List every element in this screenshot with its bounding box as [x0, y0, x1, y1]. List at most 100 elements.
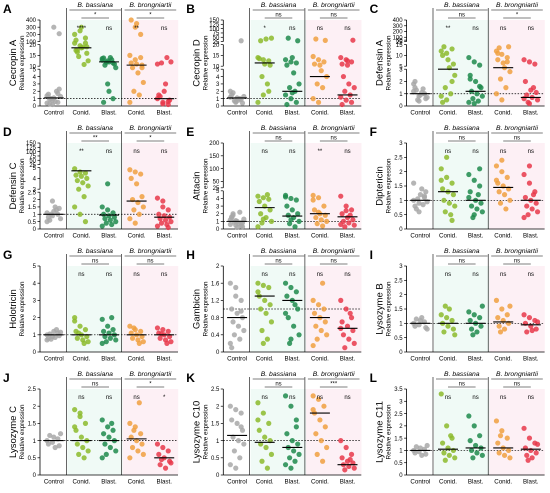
species-label: B. bassiana: [444, 248, 480, 255]
data-point: [493, 163, 500, 169]
data-point: [162, 465, 169, 471]
data-point: [293, 60, 299, 66]
group-significance: **: [318, 149, 323, 155]
group-significance: ns: [289, 395, 295, 401]
data-point: [474, 329, 480, 335]
data-point: [52, 334, 58, 340]
y-tick-label: 50: [396, 38, 403, 44]
data-point: [533, 326, 539, 332]
data-point: [288, 217, 294, 223]
data-point: [534, 441, 541, 447]
data-point: [107, 335, 113, 341]
data-point: [311, 310, 318, 316]
data-point: [533, 450, 539, 456]
group-significance: ns: [106, 272, 112, 278]
x-tick-label: Conid.: [439, 356, 457, 363]
data-point: [237, 336, 243, 342]
y-tick-label: 3: [216, 82, 220, 88]
data-point: [113, 337, 119, 343]
data-point: [238, 297, 244, 303]
y-tick-label: 0: [33, 104, 37, 110]
data-point: [444, 50, 450, 56]
data-point: [78, 434, 84, 440]
data-point: [267, 62, 273, 68]
y-tick-label: 0: [33, 473, 37, 479]
panel-letter: B: [186, 2, 195, 16]
data-point: [260, 57, 266, 63]
data-point: [522, 78, 529, 85]
data-point: [507, 69, 513, 75]
data-point: [416, 98, 422, 104]
data-point: [296, 81, 302, 87]
data-point: [264, 465, 270, 471]
data-point: [438, 177, 444, 183]
data-point: [158, 60, 165, 66]
x-tick-label: Blast.: [340, 110, 356, 117]
data-point: [288, 465, 294, 471]
data-point: [161, 88, 167, 94]
bassiana-background: [434, 266, 490, 352]
group-significance: ns: [317, 272, 323, 278]
data-point: [289, 54, 295, 61]
y-tick-label: 3: [399, 141, 403, 147]
species-label: B. bassiana: [261, 248, 297, 255]
y-tick-label: 25: [396, 40, 403, 46]
y-tick-label: 3: [399, 264, 403, 270]
data-point: [45, 441, 52, 447]
y-tick-label: 0: [216, 350, 220, 356]
data-point: [127, 455, 133, 461]
data-point: [479, 93, 485, 99]
data-point: [521, 425, 527, 431]
data-point: [413, 316, 419, 322]
data-point: [129, 335, 136, 341]
data-point: [230, 319, 236, 325]
data-point: [268, 35, 275, 41]
y-tick-label: 0: [399, 104, 403, 110]
pair-significance: **: [93, 136, 98, 142]
data-point: [534, 97, 541, 103]
data-point: [241, 441, 247, 447]
data-point: [131, 325, 137, 331]
data-point: [291, 70, 297, 76]
data-point: [160, 444, 166, 451]
data-point: [84, 44, 90, 50]
data-point: [154, 441, 161, 447]
data-point: [99, 316, 105, 322]
pair-significance: ns: [459, 13, 465, 19]
species-label: B. brongniartii: [129, 248, 171, 255]
data-point: [533, 89, 539, 96]
data-point: [262, 297, 268, 303]
y-tick-label: 0.5: [211, 456, 220, 462]
y-tick-label: 5: [399, 64, 403, 70]
y-tick-label: 4: [216, 75, 220, 81]
data-point: [452, 455, 458, 461]
data-point: [102, 216, 108, 222]
data-point: [233, 99, 239, 105]
data-point: [521, 96, 527, 102]
y-tick-label: 3: [216, 204, 220, 210]
group-significance: ns: [317, 26, 323, 32]
data-point: [128, 17, 134, 23]
y-axis-title: Relative expression: [202, 35, 209, 90]
y-tick-label: 0.4: [211, 333, 220, 339]
data-point: [239, 100, 246, 106]
y-tick-label: 25: [29, 163, 36, 169]
data-point: [504, 435, 510, 441]
data-point: [496, 450, 502, 456]
y-tick-label: 25: [213, 186, 220, 192]
data-point: [339, 455, 345, 461]
group-significance: ns: [78, 395, 84, 401]
data-point: [534, 319, 541, 325]
y-tick-label: 1.5: [28, 422, 37, 428]
data-point: [524, 203, 530, 209]
group-significance: ns: [317, 395, 323, 401]
data-point: [162, 81, 169, 87]
x-tick-label: Conid.: [439, 479, 457, 486]
data-point: [230, 211, 236, 217]
data-point: [127, 167, 133, 173]
data-point: [424, 94, 430, 101]
data-point: [158, 331, 165, 337]
data-point: [127, 323, 133, 329]
data-point: [344, 323, 351, 329]
data-point: [452, 332, 458, 338]
